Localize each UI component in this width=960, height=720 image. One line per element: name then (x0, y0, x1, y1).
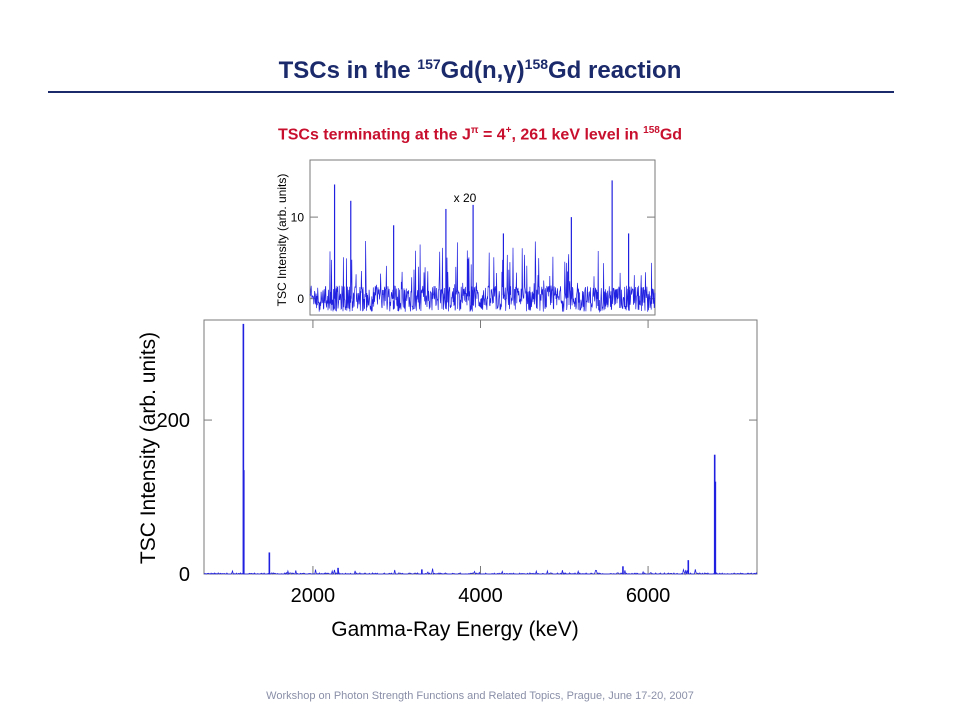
inset-plot: 0 10 x 20 TSC Intensity (arb. units) (275, 159, 656, 316)
page-title: TSCs in the 157Gd(n,γ)158Gd reaction (0, 56, 960, 85)
inset-scale-annotation: x 20 (454, 191, 477, 205)
subtitle-post: , 261 keV level in (511, 126, 644, 144)
subtitle-eq: = 4 (478, 126, 506, 144)
main-y-axis-label: TSC Intensity (arb. units) (137, 332, 160, 564)
x-tick-label: 6000 (626, 585, 671, 607)
subtitle-sup-158: 158 (643, 125, 660, 136)
main-plot-frame (203, 319, 758, 575)
subtitle-pre: TSCs terminating at the J (277, 126, 471, 144)
y-tick-label: 0 (179, 564, 190, 586)
title-divider (48, 91, 894, 93)
subtitle-tail: Gd (659, 126, 683, 144)
main-x-axis-label: Gamma-Ray Energy (keV) (331, 618, 578, 641)
chart-subtitle: TSCs terminating at the Jπ = 4+, 261 keV… (0, 125, 960, 144)
footer-note: Workshop on Photon Strength Functions an… (266, 690, 694, 702)
y-tick-label: 0 (297, 292, 304, 306)
main-trace (203, 323, 758, 576)
title-sup-157: 157 (417, 56, 441, 72)
subtitle-plus: + (505, 125, 512, 136)
main-ticks: 2000 4000 6000 0 200 (157, 320, 757, 607)
noise-trace (309, 240, 656, 313)
y-tick-label: 200 (157, 410, 190, 432)
title-mid: Gd(n,γ) (440, 57, 525, 84)
y-tick-label: 10 (291, 210, 305, 224)
subtitle-pi: π (470, 125, 479, 136)
inset-trace (309, 180, 656, 313)
noise-trace (203, 568, 758, 576)
inset-plot-frame (309, 159, 656, 316)
x-tick-label: 2000 (291, 585, 336, 607)
title-sup-158: 158 (524, 56, 549, 72)
title-pre: TSCs in the (278, 57, 418, 84)
inset-ticks: 0 10 (291, 210, 655, 306)
x-tick-label: 4000 (458, 585, 503, 607)
title-post: Gd reaction (548, 57, 682, 84)
inset-y-axis-label: TSC Intensity (arb. units) (275, 174, 289, 307)
